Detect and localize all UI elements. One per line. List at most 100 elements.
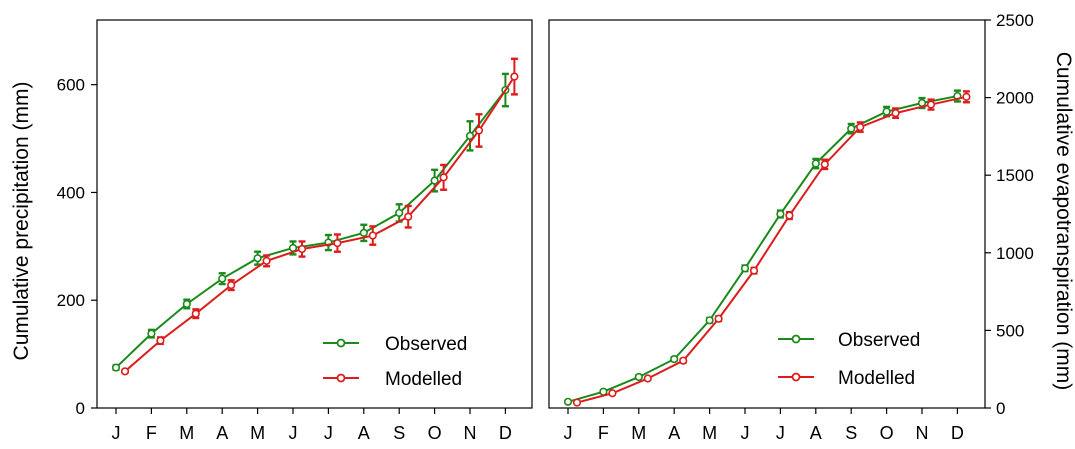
x-tick-label: A (358, 423, 370, 443)
evapotranspiration-y-axis-label: Cumulative evapotranspiration (mm) (1052, 52, 1075, 390)
data-point (671, 356, 678, 363)
data-point (680, 357, 687, 364)
data-point (263, 258, 270, 265)
data-point (963, 94, 970, 101)
data-point (476, 127, 483, 134)
data-point (609, 390, 616, 397)
data-point (848, 125, 855, 132)
y-tick-label: 0 (76, 399, 85, 418)
legend-modelled-marker (338, 375, 345, 382)
data-point (715, 315, 722, 322)
data-point (370, 232, 377, 239)
x-tick-label: M (250, 423, 265, 443)
x-tick-label: A (216, 423, 228, 443)
data-point (440, 174, 447, 181)
x-tick-label: J (776, 423, 785, 443)
legend-modelled-marker (793, 374, 800, 381)
y-tick-label: 200 (57, 291, 85, 310)
y-tick-label: 500 (996, 321, 1024, 340)
x-tick-label: J (289, 423, 298, 443)
data-point (184, 301, 191, 308)
data-point (405, 213, 412, 220)
y-tick-label: 1500 (996, 166, 1034, 185)
data-point (113, 364, 120, 371)
legend-observed-label: Observed (838, 330, 920, 351)
data-point (574, 399, 581, 406)
series-line (577, 97, 966, 403)
data-point (228, 282, 235, 289)
x-tick-label: M (179, 423, 194, 443)
data-point (511, 73, 518, 80)
data-point (883, 108, 890, 115)
series-observed (113, 74, 509, 371)
y-tick-label: 1000 (996, 244, 1034, 263)
data-point (813, 160, 820, 167)
y-tick-label: 2500 (996, 11, 1034, 30)
legend-modelled-label: Modelled (385, 369, 462, 390)
data-point (431, 177, 438, 184)
x-tick-label: N (916, 423, 929, 443)
evapotranspiration-legend: Observed Modelled (778, 330, 920, 389)
x-tick-label: S (845, 423, 857, 443)
data-point (892, 110, 899, 117)
precipitation-legend: Observed Modelled (323, 334, 467, 390)
data-point (645, 375, 652, 382)
series-modelled (122, 59, 518, 375)
precipitation-y-axis-label: Cumulative precipitation (mm) (10, 82, 33, 361)
data-point (857, 124, 864, 131)
x-tick-label: O (428, 423, 442, 443)
data-point (219, 275, 226, 282)
data-point (822, 161, 829, 168)
data-point (122, 368, 129, 375)
evapotranspiration-plot-area: 0 500 1000 1500 2000 2500 J F M A M J J A S O N D (549, 11, 1034, 443)
y-tick-label: 2000 (996, 89, 1034, 108)
x-tick-label: A (810, 423, 822, 443)
data-point (334, 240, 341, 247)
data-point (786, 212, 793, 219)
legend-observed-marker (793, 336, 800, 343)
series-line (116, 90, 505, 368)
data-point (565, 398, 572, 405)
x-tick-label: M (631, 423, 646, 443)
data-point (157, 337, 164, 344)
precipitation-chart: Cumulative precipitation (mm) 0 200 400 600… (10, 20, 532, 443)
data-point (396, 210, 403, 217)
series-modelled (574, 91, 970, 405)
series-line (568, 96, 957, 402)
x-tick-label: O (880, 423, 894, 443)
data-point (751, 267, 758, 274)
y-tick-label: 0 (996, 399, 1005, 418)
data-point (636, 374, 643, 381)
y-tick-label: 600 (57, 76, 85, 95)
data-point (361, 230, 368, 237)
series-line (125, 77, 514, 372)
evapotranspiration-chart: Cumulative evapotranspiration (mm) 0 500 1… (549, 11, 1075, 443)
x-tick-label: M (702, 423, 717, 443)
data-point (928, 101, 935, 108)
series-observed (565, 91, 961, 405)
x-tick-label: J (564, 423, 573, 443)
data-point (706, 317, 713, 324)
y-tick-label: 400 (57, 183, 85, 202)
x-tick-label: N (464, 423, 477, 443)
data-point (777, 211, 784, 218)
data-point (148, 330, 155, 337)
x-tick-label: D (499, 423, 512, 443)
data-point (299, 246, 306, 253)
data-point (254, 255, 261, 262)
x-tick-label: D (951, 423, 964, 443)
x-tick-label: A (668, 423, 680, 443)
x-tick-label: S (393, 423, 405, 443)
data-point (742, 265, 749, 272)
legend-observed-marker (338, 340, 345, 347)
x-tick-label: F (146, 423, 157, 443)
legend-modelled-label: Modelled (838, 368, 915, 389)
x-tick-label: F (598, 423, 609, 443)
x-tick-label: J (741, 423, 750, 443)
x-tick-label: J (324, 423, 333, 443)
legend-observed-label: Observed (385, 334, 467, 355)
x-tick-label: J (112, 423, 121, 443)
data-point (193, 310, 200, 317)
